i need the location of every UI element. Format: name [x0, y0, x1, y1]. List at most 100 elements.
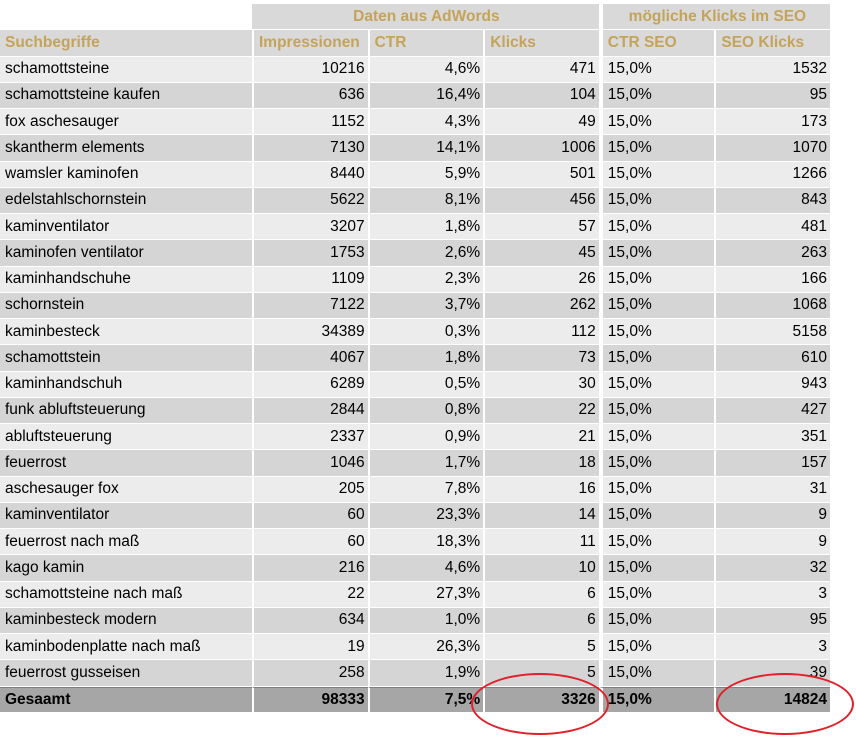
- cell-ctr-seo: 15,0%: [598, 240, 715, 267]
- cell-impressionen: 22: [252, 581, 368, 608]
- cell-klicks: 30: [483, 371, 599, 398]
- cell-impressionen: 3207: [252, 214, 368, 241]
- cell-impressionen: 5622: [252, 187, 368, 214]
- cell-klicks: 1006: [483, 135, 599, 162]
- cell-klicks: 501: [483, 161, 599, 188]
- table-row: kaminhandschuhe 1109 2,3% 26 15,0% 166: [0, 266, 830, 293]
- cell-klicks: 6: [483, 607, 599, 634]
- cell-ctr: 0,5%: [367, 371, 484, 398]
- cell-ctr: 4,6%: [367, 555, 484, 582]
- cell-suchbegriff: kago kamin: [0, 555, 252, 582]
- cell-ctr: 1,7%: [367, 450, 484, 477]
- cell-impressionen: 6289: [252, 371, 368, 398]
- cell-ctr: 26,3%: [367, 634, 484, 661]
- cell-seo-klicks: 481: [714, 214, 830, 241]
- total-klicks: 3326: [483, 686, 599, 713]
- column-header-ctr-seo: CTR SEO: [598, 30, 715, 57]
- cell-ctr-seo: 15,0%: [598, 135, 715, 162]
- cell-ctr-seo: 15,0%: [598, 581, 715, 608]
- cell-klicks: 21: [483, 424, 599, 451]
- cell-seo-klicks: 5158: [714, 319, 830, 346]
- cell-seo-klicks: 1070: [714, 135, 830, 162]
- cell-ctr: 27,3%: [367, 581, 484, 608]
- cell-suchbegriff: kaminhandschuh: [0, 371, 252, 398]
- cell-seo-klicks: 95: [714, 82, 830, 109]
- cell-seo-klicks: 843: [714, 187, 830, 214]
- cell-suchbegriff: kaminventilator: [0, 502, 252, 529]
- cell-seo-klicks: 157: [714, 450, 830, 477]
- cell-klicks: 112: [483, 319, 599, 346]
- table-row: kago kamin 216 4,6% 10 15,0% 32: [0, 555, 830, 582]
- cell-klicks: 57: [483, 214, 599, 241]
- cell-suchbegriff: wamsler kaminofen: [0, 161, 252, 188]
- table-row: kaminbesteck modern 634 1,0% 6 15,0% 95: [0, 607, 830, 634]
- cell-ctr-seo: 15,0%: [598, 371, 715, 398]
- cell-impressionen: 8440: [252, 161, 368, 188]
- cell-ctr: 1,0%: [367, 607, 484, 634]
- cell-suchbegriff: abluftsteuerung: [0, 424, 252, 451]
- cell-ctr: 0,3%: [367, 319, 484, 346]
- keyword-table: Daten aus AdWords mögliche Klicks im SEO…: [0, 4, 830, 713]
- cell-suchbegriff: edelstahlschornstein: [0, 187, 252, 214]
- cell-suchbegriff: skantherm elements: [0, 135, 252, 162]
- cell-ctr-seo: 15,0%: [598, 660, 715, 687]
- column-header-impressionen: Impressionen: [252, 30, 368, 57]
- cell-ctr: 5,9%: [367, 161, 484, 188]
- cell-ctr-seo: 15,0%: [598, 187, 715, 214]
- table-row: feuerrost 1046 1,7% 18 15,0% 157: [0, 450, 830, 477]
- cell-suchbegriff: funk abluftsteuerung: [0, 397, 252, 424]
- cell-impressionen: 60: [252, 529, 368, 556]
- cell-ctr: 0,8%: [367, 397, 484, 424]
- cell-impressionen: 205: [252, 476, 368, 503]
- cell-seo-klicks: 173: [714, 109, 830, 136]
- cell-seo-klicks: 1068: [714, 292, 830, 319]
- cell-ctr: 2,3%: [367, 266, 484, 293]
- cell-ctr-seo: 15,0%: [598, 634, 715, 661]
- group-header-adwords: Daten aus AdWords: [252, 4, 599, 31]
- cell-impressionen: 216: [252, 555, 368, 582]
- cell-ctr-seo: 15,0%: [598, 319, 715, 346]
- cell-ctr-seo: 15,0%: [598, 529, 715, 556]
- cell-klicks: 49: [483, 109, 599, 136]
- cell-suchbegriff: aschesauger fox: [0, 476, 252, 503]
- cell-suchbegriff: schamottsteine nach maß: [0, 581, 252, 608]
- cell-klicks: 45: [483, 240, 599, 267]
- cell-impressionen: 2844: [252, 397, 368, 424]
- column-header-ctr: CTR: [367, 30, 484, 57]
- total-impressionen: 98333: [252, 686, 368, 713]
- cell-ctr-seo: 15,0%: [598, 555, 715, 582]
- group-header-seo: mögliche Klicks im SEO: [598, 4, 830, 31]
- cell-suchbegriff: schornstein: [0, 292, 252, 319]
- total-seo-klicks: 14824: [714, 686, 830, 713]
- cell-ctr-seo: 15,0%: [598, 397, 715, 424]
- cell-ctr: 1,8%: [367, 214, 484, 241]
- cell-ctr-seo: 15,0%: [598, 214, 715, 241]
- cell-klicks: 26: [483, 266, 599, 293]
- table-row: feuerrost gusseisen 258 1,9% 5 15,0% 39: [0, 660, 830, 687]
- table-row: schamottsteine kaufen 636 16,4% 104 15,0% 95: [0, 82, 830, 109]
- cell-ctr: 18,3%: [367, 529, 484, 556]
- cell-ctr-seo: 15,0%: [598, 607, 715, 634]
- cell-seo-klicks: 39: [714, 660, 830, 687]
- table-row: schamottstein 4067 1,8% 73 15,0% 610: [0, 345, 830, 372]
- cell-seo-klicks: 610: [714, 345, 830, 372]
- table-row: edelstahlschornstein 5622 8,1% 456 15,0% 843: [0, 187, 830, 214]
- total-label: Gesaamt: [0, 686, 252, 713]
- cell-impressionen: 7122: [252, 292, 368, 319]
- cell-ctr-seo: 15,0%: [598, 345, 715, 372]
- cell-klicks: 18: [483, 450, 599, 477]
- cell-seo-klicks: 31: [714, 476, 830, 503]
- total-ctr-seo: 15,0%: [598, 686, 715, 713]
- table-row: kaminbodenplatte nach maß 19 26,3% 5 15,0% 3: [0, 634, 830, 661]
- cell-suchbegriff: schamottsteine: [0, 56, 252, 83]
- table-row: feuerrost nach maß 60 18,3% 11 15,0% 9: [0, 529, 830, 556]
- table-row: kaminventilator 3207 1,8% 57 15,0% 481: [0, 214, 830, 241]
- cell-klicks: 11: [483, 529, 599, 556]
- table-row: skantherm elements 7130 14,1% 1006 15,0% 1070: [0, 135, 830, 162]
- cell-ctr: 4,3%: [367, 109, 484, 136]
- total-row: Gesaamt 98333 7,5% 3326 15,0% 14824: [0, 686, 830, 713]
- cell-ctr-seo: 15,0%: [598, 424, 715, 451]
- cell-impressionen: 1046: [252, 450, 368, 477]
- cell-suchbegriff: feuerrost gusseisen: [0, 660, 252, 687]
- cell-klicks: 262: [483, 292, 599, 319]
